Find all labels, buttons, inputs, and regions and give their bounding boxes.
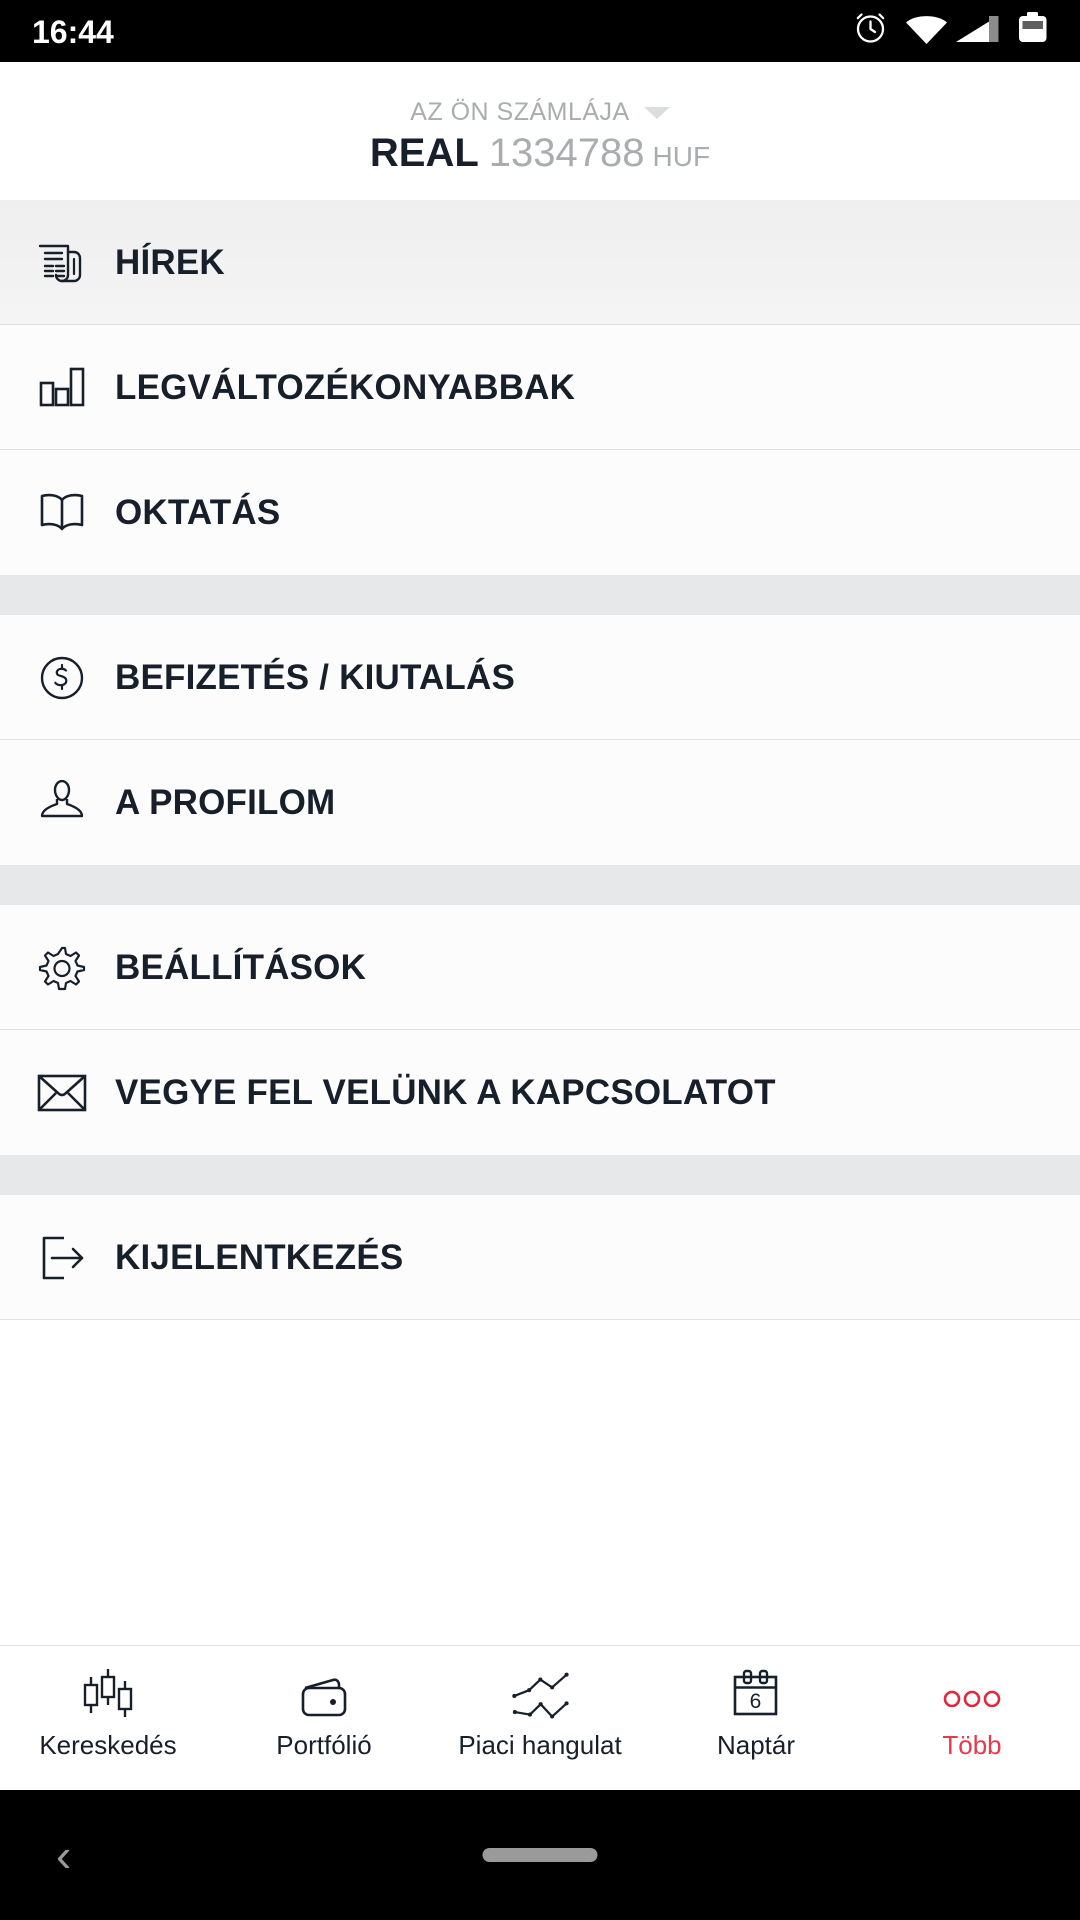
svg-text:6: 6 [750, 1690, 762, 1713]
